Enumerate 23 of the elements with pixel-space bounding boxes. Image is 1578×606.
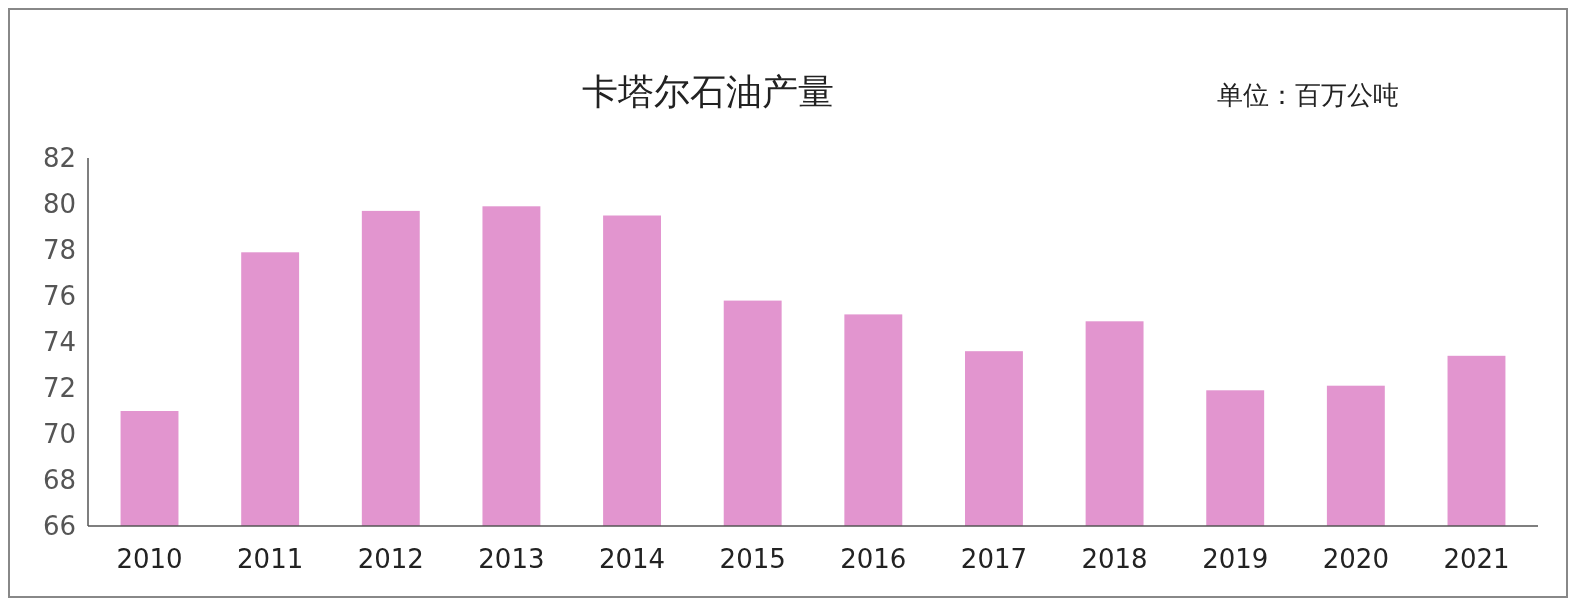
x-tick-label: 2021	[1443, 544, 1510, 574]
x-tick-label: 2017	[960, 544, 1028, 574]
x-tick-label: 2013	[478, 544, 545, 574]
y-tick-label: 70	[42, 419, 76, 450]
x-tick-label: 2015	[719, 544, 786, 574]
y-tick-label: 80	[42, 189, 76, 220]
y-tick-label: 76	[42, 281, 76, 312]
x-tick-label: 2011	[237, 544, 304, 574]
x-tick-label: 2012	[357, 544, 424, 574]
chart-title: 卡塔尔石油产量	[582, 71, 834, 112]
y-tick-label: 68	[42, 465, 76, 496]
y-tick-label: 74	[42, 327, 76, 358]
y-tick-label: 66	[42, 511, 76, 542]
x-tick-label: 2020	[1322, 544, 1389, 574]
text: 单位：百万公吨	[1217, 80, 1399, 110]
x-tick-label: 2019	[1202, 544, 1269, 574]
x-tick-label: 2010	[116, 544, 183, 574]
x-tick-label: 2014	[598, 544, 666, 574]
y-tick-label: 82	[42, 143, 76, 174]
y-tick-label: 78	[42, 235, 76, 266]
y-tick-label: 72	[42, 373, 76, 404]
x-tick-label: 2016	[840, 544, 907, 574]
x-tick-label: 2018	[1081, 544, 1148, 574]
